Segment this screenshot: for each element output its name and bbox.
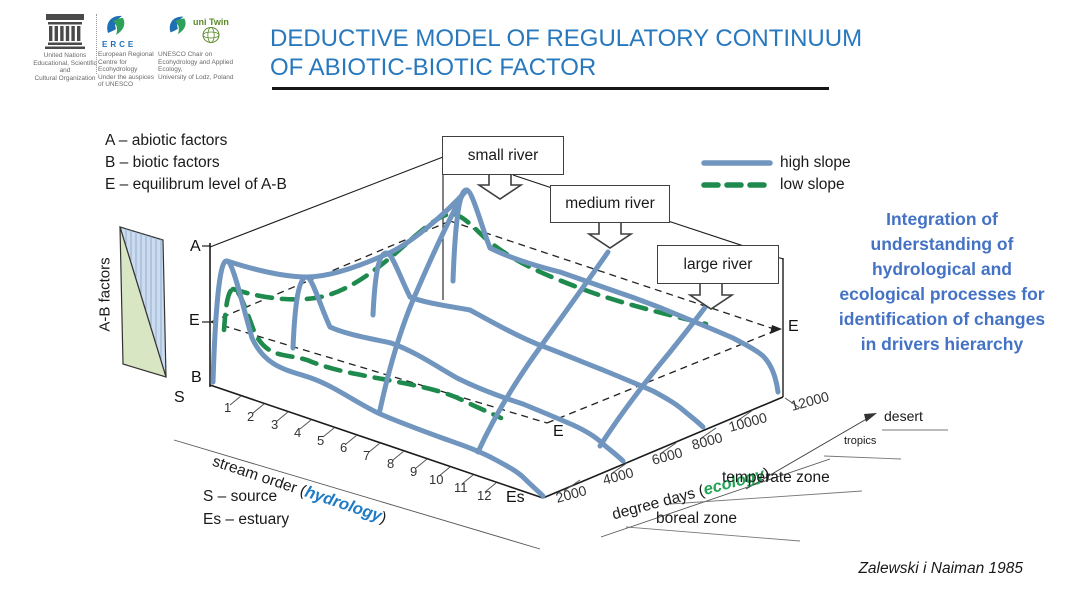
blue-source-wall-top bbox=[224, 187, 470, 280]
logo-erce bbox=[102, 12, 128, 43]
axis-letter-b: B bbox=[191, 369, 202, 386]
axis-letter-s: S bbox=[174, 389, 185, 406]
annotation-line: Integration of bbox=[886, 209, 998, 229]
small-river-box: small river bbox=[442, 136, 564, 175]
logo-unesco bbox=[38, 12, 92, 55]
erce-name: ERCE bbox=[102, 40, 137, 49]
citation: Zalewski i Naiman 1985 bbox=[858, 560, 1023, 577]
title-underline bbox=[272, 87, 829, 90]
stream-tick-11: 11 bbox=[454, 480, 468, 495]
stream-tick-1: 1 bbox=[224, 400, 232, 415]
annotation-line: in drivers hierarchy bbox=[860, 334, 1024, 354]
erce-caption: European Regional Centre for Ecohydrolog… bbox=[98, 51, 155, 88]
slide-title: DEDUCTIVE MODEL OF REGULATORY CONTINUUM … bbox=[270, 24, 870, 82]
stream-tick-2: 2 bbox=[247, 409, 255, 424]
integration-annotation: Integration of understanding of hydrolog… bbox=[826, 207, 1058, 357]
blue-transverse-large-river bbox=[597, 295, 715, 449]
blue-longitudinal-row3 bbox=[370, 250, 706, 430]
ab-factors-axis-label: A-B factors bbox=[96, 257, 114, 332]
low-slope-back-curve bbox=[230, 211, 709, 327]
stream-tick-12: 12 bbox=[477, 488, 492, 503]
zone-boreal: boreal zone bbox=[656, 510, 738, 527]
annotation-line: ecological processes for bbox=[839, 284, 1045, 304]
blue-longitudinal-row2 bbox=[290, 274, 626, 464]
footnote-estuary: Es – estuary bbox=[203, 511, 290, 528]
zone-tropics: tropics bbox=[844, 435, 877, 447]
slide-title-line2: OF ABIOTIC-BIOTIC FACTOR bbox=[270, 54, 597, 81]
equilibrium-arrowhead bbox=[770, 325, 782, 334]
unitwin-caption: UNESCO Chair on Ecohydrology and Applied… bbox=[158, 51, 234, 81]
unitwin-swirl-icon bbox=[169, 16, 186, 35]
unesco-caption: United Nations Educational, Scientific a… bbox=[33, 52, 97, 82]
low-slope-front-curve bbox=[221, 286, 504, 421]
logo-unitwin bbox=[165, 13, 189, 42]
stream-tick-4: 4 bbox=[294, 425, 302, 440]
footnote-source: S – source bbox=[203, 488, 278, 505]
stream-tick-5: 5 bbox=[317, 433, 325, 448]
annotation-line: understanding of bbox=[870, 234, 1014, 254]
annotation-line: hydrological and bbox=[871, 259, 1013, 279]
desert-arrowhead bbox=[864, 413, 877, 422]
stream-order-ticks bbox=[173, 395, 541, 550]
equilibrium-front-label: E bbox=[553, 423, 564, 440]
low-slope-curves bbox=[221, 211, 709, 421]
stream-tick-3: 3 bbox=[271, 417, 279, 432]
definition-e: E – equilibrum level of A-B bbox=[105, 176, 287, 193]
unitwin-globe-icon bbox=[202, 27, 220, 43]
degree-days-ticks bbox=[563, 397, 831, 538]
medium-river-arrow bbox=[586, 220, 634, 249]
unitwin-name: uni Twin bbox=[193, 17, 229, 27]
medium-river-box: medium river bbox=[550, 185, 670, 223]
axis-letter-e: E bbox=[189, 312, 200, 329]
definition-a: A – abiotic factors bbox=[105, 132, 228, 149]
zone-leader-lines bbox=[625, 416, 948, 542]
high-slope-label: high slope bbox=[780, 154, 851, 171]
erce-swirl-icon bbox=[107, 15, 125, 35]
large-river-arrow bbox=[687, 281, 735, 310]
stream-tick-7: 7 bbox=[363, 448, 371, 463]
logo-separator bbox=[96, 14, 97, 74]
zone-temperate: temperate zone bbox=[722, 469, 830, 486]
unesco-temple-icon bbox=[45, 14, 85, 49]
equilibrium-right-label: E bbox=[788, 318, 799, 335]
stream-tick-8: 8 bbox=[387, 456, 395, 471]
high-slope-mesh bbox=[210, 187, 781, 499]
slide-title-line1: DEDUCTIVE MODEL OF REGULATORY CONTINUUM bbox=[270, 25, 863, 52]
definition-b: B – biotic factors bbox=[105, 154, 220, 171]
stream-tick-6: 6 bbox=[340, 440, 348, 455]
zone-desert: desert bbox=[884, 408, 923, 424]
axis-letter-es: Es bbox=[506, 489, 525, 506]
slope-legend-swatches bbox=[701, 160, 773, 188]
annotation-line: identification of changes bbox=[838, 309, 1046, 329]
stream-tick-10: 10 bbox=[429, 472, 444, 487]
blue-transverse-small-river bbox=[377, 191, 466, 413]
axis-letter-a: A bbox=[190, 238, 201, 255]
stream-tick-9: 9 bbox=[410, 464, 418, 479]
blue-transverse-medium-river bbox=[475, 249, 611, 455]
low-slope-label: low slope bbox=[780, 176, 845, 193]
large-river-box: large river bbox=[657, 245, 779, 284]
ab-factors-wedge bbox=[119, 226, 167, 378]
